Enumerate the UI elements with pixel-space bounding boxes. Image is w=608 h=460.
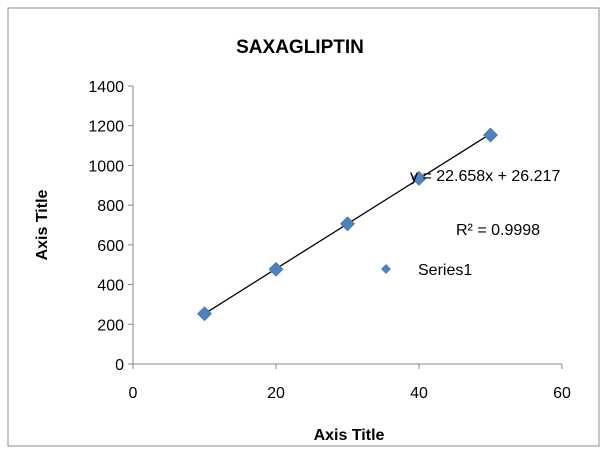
y-tick-label: 1000 [88, 158, 124, 175]
y-tick-label: 800 [97, 198, 124, 215]
legend-label: Series1 [418, 262, 472, 279]
data-point [197, 306, 212, 322]
data-point [268, 261, 284, 277]
x-tick-label: 40 [410, 385, 428, 402]
x-tick-label: 0 [129, 385, 138, 402]
legend: Series1 [381, 262, 472, 279]
y-tick-label: 0 [115, 357, 124, 374]
points-layer [197, 127, 498, 322]
y-tick-label: 200 [97, 317, 124, 334]
x-tick-label: 20 [267, 385, 285, 402]
y-tick-label: 1400 [88, 79, 124, 96]
data-point [340, 216, 355, 232]
chart-title: SAXAGLIPTIN [236, 37, 364, 58]
y-tick-label: 600 [97, 238, 124, 255]
y-axis-title: Axis Title [34, 189, 51, 260]
legend-marker [381, 264, 391, 274]
chart-area-border [7, 7, 600, 447]
y-tick-label: 400 [97, 278, 124, 295]
data-point [483, 127, 498, 143]
x-axis-title: Axis Title [314, 427, 385, 444]
trendline-equation: y = 22.658x + 26.217 [410, 168, 560, 185]
y-tick-label: 1200 [88, 119, 124, 136]
x-tick-label: 60 [553, 385, 571, 402]
data-point [411, 170, 427, 186]
trendline-r-squared: R² = 0.9998 [456, 222, 540, 239]
axes: 0 200 400 600 800 1000 1200 1400 0 20 40 60 [88, 79, 571, 402]
